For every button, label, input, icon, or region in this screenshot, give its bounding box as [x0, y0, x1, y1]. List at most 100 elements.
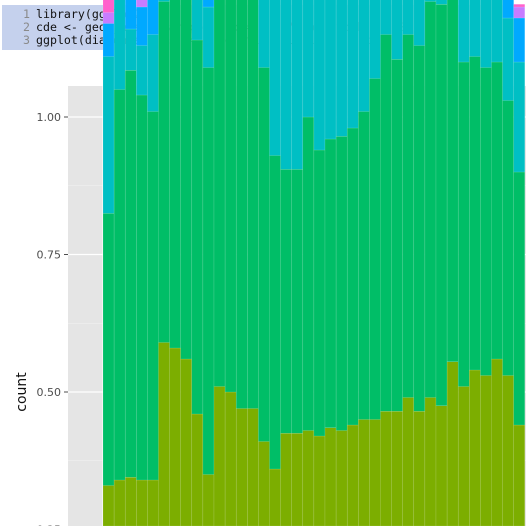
bar-segment-cyan [335, 0, 348, 137]
bar-segment-cyan [391, 0, 403, 60]
bar-segment-green [369, 78, 381, 420]
bar-segment-olive [113, 479, 126, 526]
bar-segment-olive [269, 468, 281, 526]
bar-segment-cyan [302, 0, 315, 118]
bar-segment-green [102, 213, 115, 486]
bar-segment-olive [235, 408, 248, 526]
bar-segment-olive [380, 411, 392, 526]
bar-segment-cyan [280, 0, 292, 170]
bar-segment-green [224, 0, 237, 393]
bar-segment-cyan [147, 34, 159, 112]
bar-segment-cyan [380, 0, 392, 35]
bar-segment-olive [224, 391, 237, 526]
bar-segment-green [235, 0, 248, 409]
bar-segment-green [402, 34, 415, 398]
bar-segment-green [446, 0, 459, 362]
bar-segment-green [346, 127, 359, 426]
bar-segment-green [302, 116, 315, 431]
bar-segment-green [358, 111, 370, 420]
bar-segment-olive [191, 413, 204, 526]
bar-segment-green [380, 34, 392, 412]
bar-segment-cyan [402, 0, 415, 35]
bar-segment-cyan [269, 0, 281, 156]
bar-segment-green [213, 0, 226, 387]
bar-segment-olive [158, 342, 170, 526]
bar-segment-olive [358, 419, 370, 526]
y-axis: 1.00 0.75 0.50 0.25 [37, 111, 68, 526]
bar-segment-cyan [291, 0, 304, 170]
bar-segment-cyan [346, 0, 359, 129]
bar-segment-olive [124, 477, 137, 526]
bar-segment-olive [169, 347, 181, 526]
bar-segment-purple [513, 6, 526, 19]
bar-segment-pink [102, 0, 115, 13]
bar-segment-green [202, 67, 215, 475]
bar-segment-green [269, 155, 281, 470]
bar-segment-blue [202, 0, 215, 8]
y-tick-label: 0.50 [37, 386, 62, 399]
bar-segment-olive [313, 435, 326, 526]
bar-segment-olive [291, 433, 304, 526]
bar-segment-olive [147, 479, 159, 526]
bar-segment-cyan [324, 0, 337, 140]
y-axis-title: count [14, 372, 30, 412]
bar-segment-green [313, 149, 326, 437]
bar-segment-green [113, 89, 126, 481]
line-number: 2 [23, 20, 30, 34]
bar-segment-cyan [513, 61, 526, 173]
bar-segment-olive [335, 430, 348, 526]
bar-segment-olive [258, 441, 270, 526]
bar-segment-cyan [358, 0, 370, 112]
bar-segment-olive [213, 386, 226, 526]
bar-segment-cyan [435, 0, 448, 5]
bar-segment-olive [324, 427, 337, 526]
bar-segment-olive [247, 408, 259, 526]
bar-segment-green [158, 1, 170, 343]
bar-segment-green [413, 45, 426, 412]
bar-segment-olive [346, 424, 359, 526]
line-number: 3 [23, 33, 30, 47]
bar-segment-green [469, 56, 481, 371]
bar-segment-green [169, 0, 181, 349]
bar-segment-blue [147, 0, 159, 35]
bar-segment-green [391, 59, 403, 412]
bar-segment-blue [102, 23, 115, 57]
bar-segment-cyan [491, 0, 503, 63]
bar-segment-green [457, 61, 470, 387]
bar-segment-olive [136, 479, 148, 526]
bar-segment-cyan [124, 28, 137, 71]
bar-segment-blue [502, 0, 514, 19]
bar-segment-cyan [258, 0, 270, 68]
bar-segment-cyan [469, 0, 481, 57]
bar-segment-green [258, 67, 270, 442]
bar-segment-olive [202, 474, 215, 526]
bar-segment-blue [513, 17, 526, 63]
bar-segment-green [424, 1, 437, 398]
bar-segment-cyan [158, 0, 170, 2]
bar-segment-cyan [313, 0, 326, 151]
bar-segment-cyan [102, 56, 115, 214]
bar-segment-olive [480, 375, 492, 526]
bar-segment-cyan [413, 0, 426, 46]
y-tick-label: 1.00 [37, 111, 62, 124]
bar-segment-green [502, 100, 514, 376]
bar-segment-green [480, 67, 492, 376]
bar-segment-olive [446, 361, 459, 526]
bar-segment-green [291, 169, 304, 434]
bar-segment-olive [391, 411, 403, 526]
y-tick-label: 0.25 [37, 524, 62, 526]
bar-segment-purple [102, 12, 115, 24]
bar-segment-cyan [424, 0, 437, 2]
bar-segment-green [180, 0, 193, 360]
bar-segment-olive [180, 358, 193, 526]
bar-segment-cyan [502, 17, 514, 101]
bar-segment-green [435, 4, 448, 406]
bar-segment-green [124, 70, 137, 478]
bar-segment-olive [402, 397, 415, 526]
bar-segment-cyan [113, 0, 126, 90]
bar-segment-cyan [136, 45, 148, 96]
bar-segment-olive [469, 369, 481, 526]
bar-segment-olive [302, 430, 315, 526]
bar-segment-green [247, 0, 259, 409]
